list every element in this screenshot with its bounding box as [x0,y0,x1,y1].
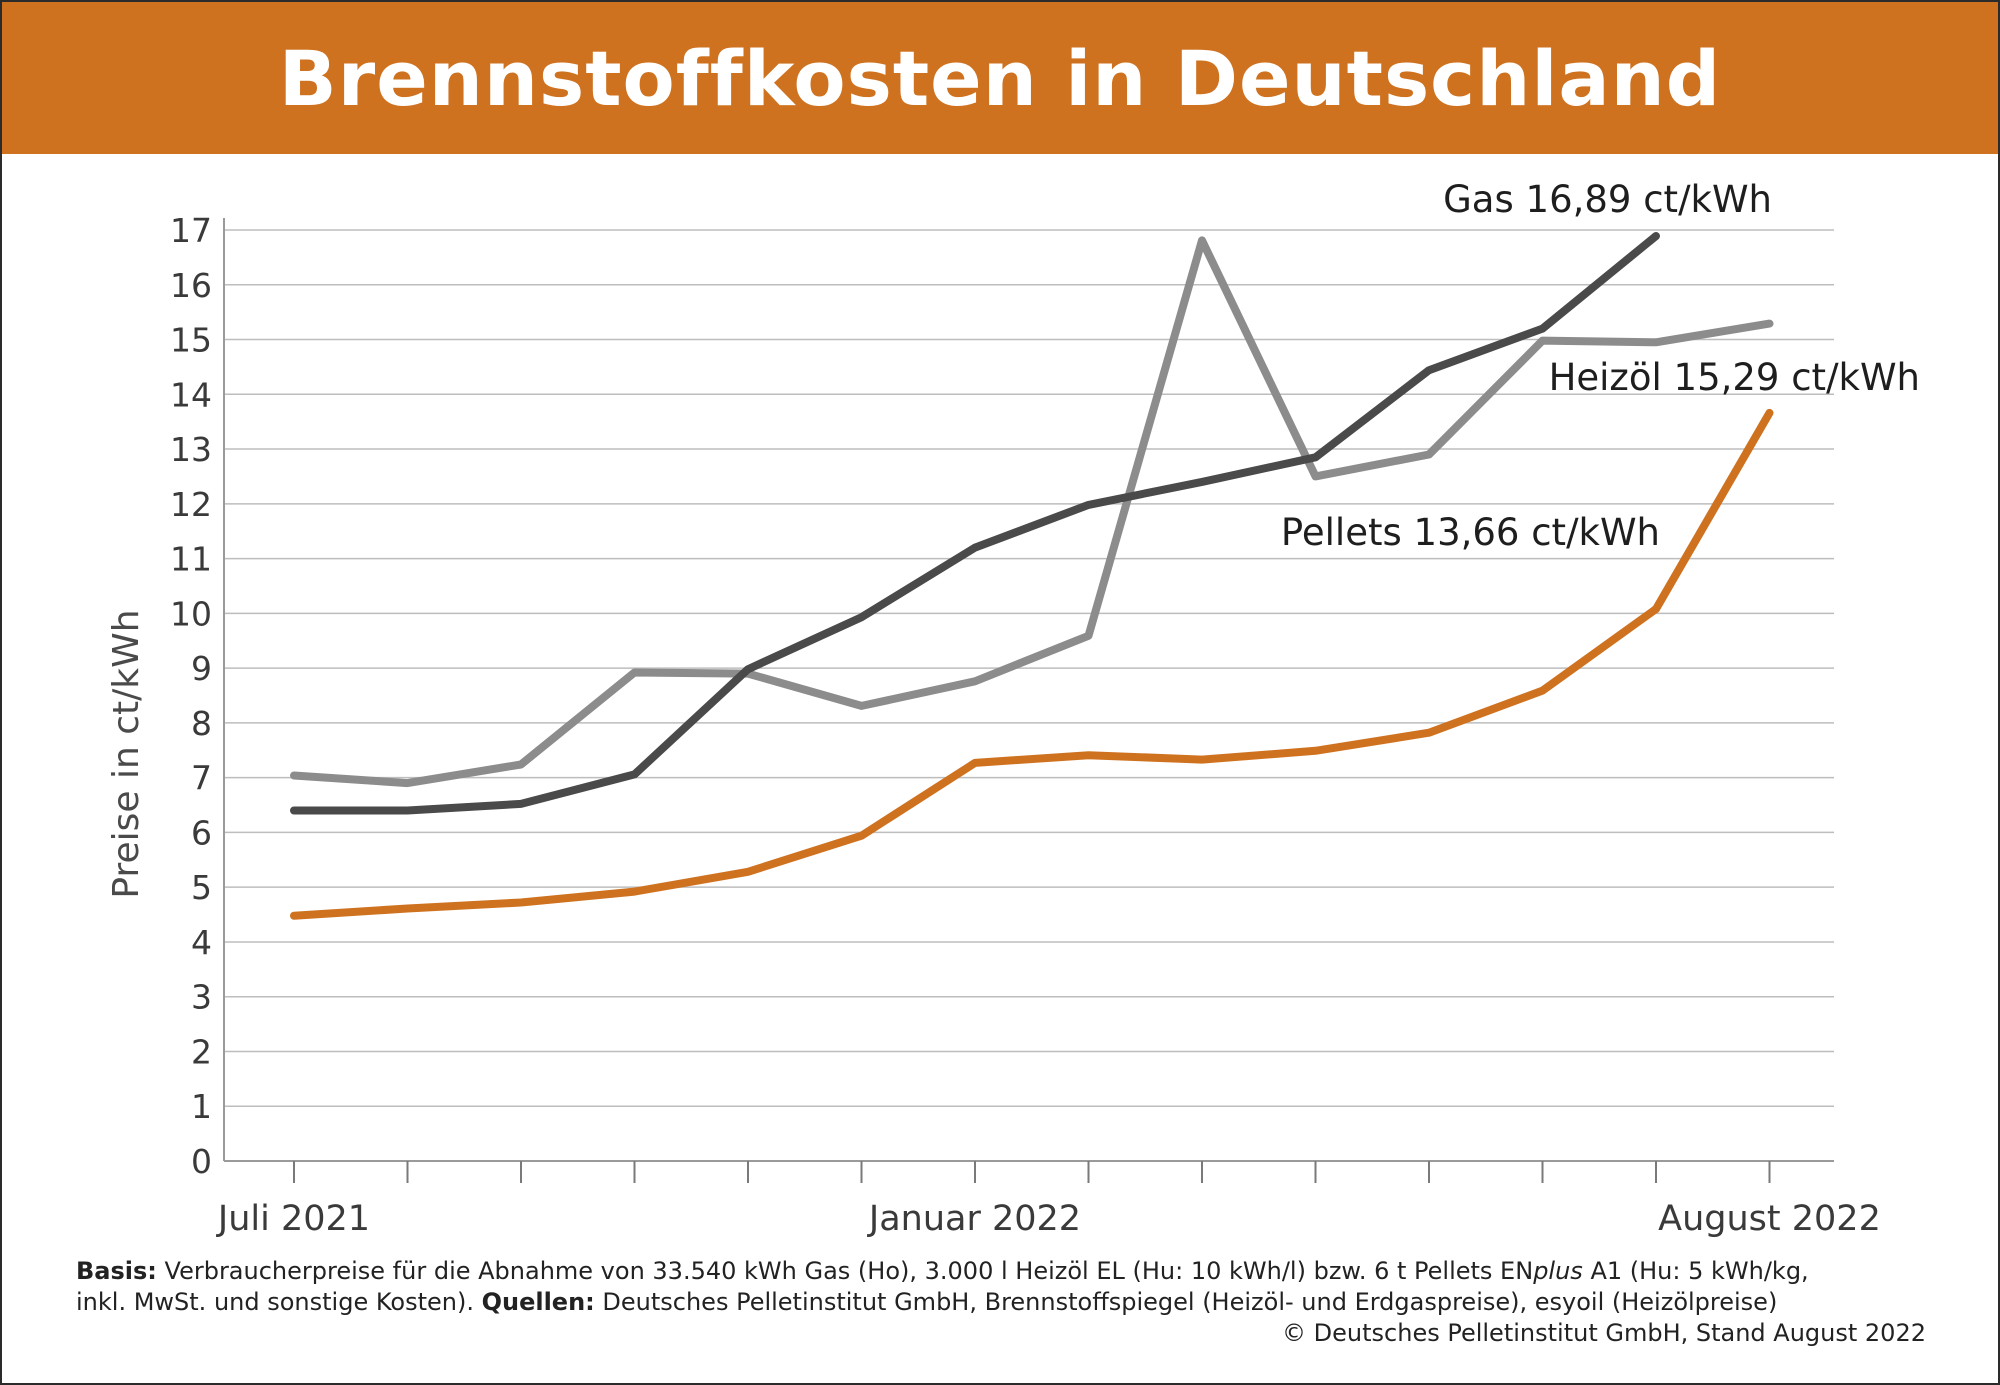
series-line-pellets [290,408,1774,920]
x-tick-label: Januar 2022 [867,1199,1081,1239]
y-axis-label: Preise in ct/kWh [106,609,147,898]
y-tick-label: 15 [170,321,212,360]
y-tick-label: 17 [170,211,212,250]
title-banner: Brennstoffkosten in Deutschland [2,2,1998,154]
y-tick-label: 8 [191,704,212,743]
series-label: Gas 16,89 ct/kWh [1443,178,1772,221]
y-tick-label: 11 [170,540,212,579]
series-name: Pellets [1281,511,1414,554]
series-line-gas [290,232,1660,815]
y-tick-label: 4 [191,923,212,962]
x-tick-label: Juli 2021 [216,1199,370,1239]
sources-text: Deutsches Pelletinstitut GmbH, Brennstof… [594,1288,1778,1316]
y-tick-label: 2 [191,1032,212,1071]
y-tick-label: 6 [191,813,212,852]
y-tick-label: 1 [191,1087,212,1126]
series-name: Gas [1443,178,1525,221]
basis-text-3: inkl. MwSt. und sonstige Kosten). [76,1288,482,1316]
series-value-label: 16,89 ct/kWh [1526,178,1772,221]
chart-title: Brennstoffkosten in Deutschland [278,33,1722,123]
x-tick-label: August 2022 [1658,1199,1881,1239]
series-name: Heizöl [1549,356,1674,399]
sources-label: Quellen: [481,1288,595,1316]
copyright: © Deutsches Pelletinstitut GmbH, Stand A… [1282,1319,1926,1347]
y-tick-label: 14 [170,375,212,414]
basis-italic: plus [1533,1257,1583,1285]
y-tick-label: 9 [191,649,212,688]
series-value-label: 15,29 ct/kWh [1674,356,1920,399]
series-label: Heizöl 15,29 ct/kWh [1549,356,1920,399]
y-tick-label: 13 [170,430,212,469]
footnote-line-2: inkl. MwSt. und sonstige Kosten). Quelle… [76,1287,1924,1317]
y-tick-label: 12 [170,485,212,524]
y-tick-label: 10 [170,594,212,633]
y-tick-label: 5 [191,868,212,907]
footnote-line-1: Basis: Verbraucherpreise für die Abnahme… [76,1256,1924,1286]
series-label: Pellets 13,66 ct/kWh [1281,511,1660,554]
y-tick-label: 16 [170,266,212,305]
series-value-label: 13,66 ct/kWh [1414,511,1660,554]
series-line-heizoel [290,236,1774,788]
basis-text-2: A1 (Hu: 5 kWh/kg, [1582,1257,1809,1285]
y-tick-label: 7 [191,759,212,798]
y-tick-label: 3 [191,978,212,1017]
y-tick-label: 0 [191,1142,212,1181]
basis-label: Basis: [76,1257,157,1285]
basis-text: Verbraucherpreise für die Abnahme von 33… [156,1257,1534,1285]
